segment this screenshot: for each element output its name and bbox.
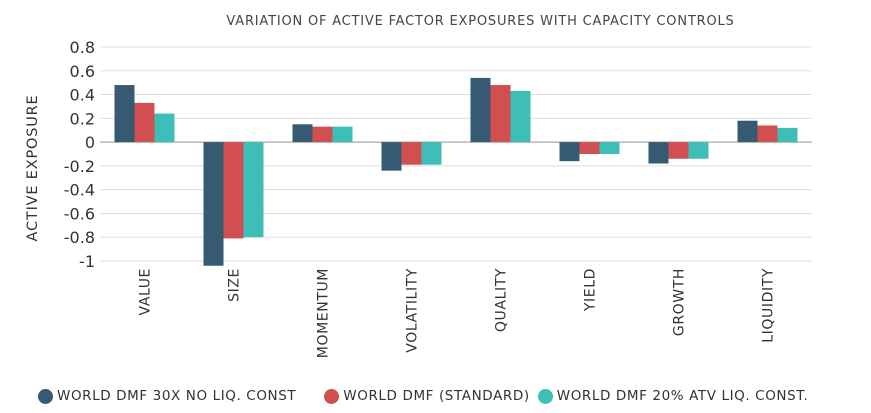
legend-item-20pct[interactable]: WORLD DMF 20% ATV LIQ. CONST. <box>537 388 809 404</box>
bar-yield-3 <box>599 142 620 154</box>
y-tick-label: 0 <box>85 133 95 152</box>
y-tick-label: -0.4 <box>64 181 95 200</box>
y-tick-label: 0.2 <box>70 109 95 128</box>
bar-volatility-2 <box>401 142 422 165</box>
bar-growth-1 <box>648 142 669 164</box>
legend-marker-icon <box>324 388 340 404</box>
bar-size-3 <box>243 142 264 238</box>
bar-momentum-3 <box>332 126 353 143</box>
bar-yield-1 <box>559 142 580 162</box>
y-tick-label: 0.4 <box>70 86 95 105</box>
bar-value-2 <box>134 102 155 143</box>
y-tick-label: 0.6 <box>70 62 95 81</box>
bar-value-1 <box>114 85 135 143</box>
bar-value-3 <box>154 113 175 143</box>
legend-label: WORLD DMF (STANDARD) <box>343 388 530 404</box>
bar-volatility-1 <box>381 142 402 171</box>
legend: WORLD DMF 30X NO LIQ. CONST WORLD DMF (S… <box>38 388 836 404</box>
bar-liquidity-3 <box>777 127 798 143</box>
chart-title: VARIATION OF ACTIVE FACTOR EXPOSURES WIT… <box>226 14 735 29</box>
bar-size-2 <box>223 142 244 239</box>
bar-yield-2 <box>579 142 600 154</box>
bar-growth-3 <box>688 142 709 159</box>
x-tick-label: SIZE <box>227 268 243 302</box>
legend-item-standard[interactable]: WORLD DMF (STANDARD) <box>324 388 529 404</box>
x-tick-label: GROWTH <box>672 268 688 336</box>
bar-volatility-3 <box>421 142 442 165</box>
x-tick-label: QUALITY <box>494 268 510 332</box>
x-tick-label: VALUE <box>138 268 154 315</box>
y-tick-label: -0.6 <box>64 204 95 223</box>
bar-quality-1 <box>470 77 491 143</box>
bar-size-1 <box>203 142 224 266</box>
bar-quality-2 <box>490 85 511 143</box>
bar-momentum-1 <box>292 124 313 143</box>
bar-liquidity-1 <box>737 120 758 143</box>
legend-marker-icon <box>38 388 53 404</box>
y-axis-label: ACTIVE EXPOSURE <box>25 95 41 242</box>
y-tick-label: -0.8 <box>64 228 95 247</box>
legend-label: WORLD DMF 30X NO LIQ. CONST <box>57 388 297 404</box>
y-tick-label: -1 <box>79 252 95 271</box>
legend-marker-icon <box>537 388 553 404</box>
bar-liquidity-2 <box>757 125 778 143</box>
x-tick-label: LIQUIDITY <box>761 268 777 343</box>
bar-quality-3 <box>510 90 531 143</box>
x-tick-label: YIELD <box>583 268 599 312</box>
legend-item-30x[interactable]: WORLD DMF 30X NO LIQ. CONST <box>38 388 296 404</box>
y-tick-label: -0.2 <box>64 157 95 176</box>
x-tick-label: VOLATILITY <box>405 268 421 353</box>
bar-growth-2 <box>668 142 689 159</box>
y-tick-label: 0.8 <box>70 38 95 57</box>
x-tick-label: MOMENTUM <box>316 268 332 358</box>
legend-label: WORLD DMF 20% ATV LIQ. CONST. <box>556 388 809 404</box>
bar-momentum-2 <box>312 126 333 143</box>
